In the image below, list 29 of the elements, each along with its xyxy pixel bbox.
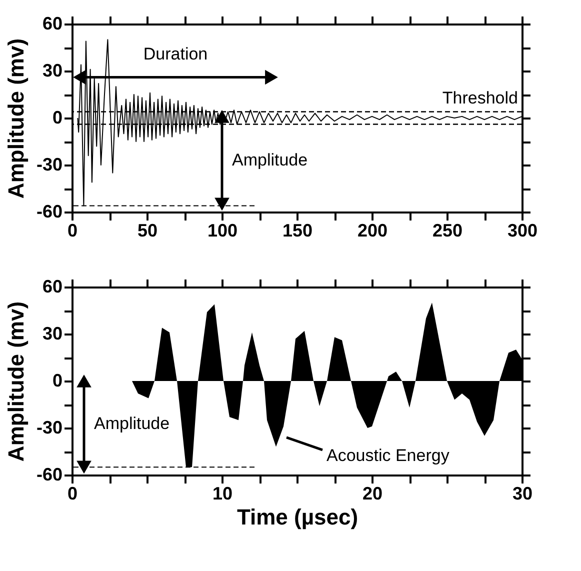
x-tick-label: 0 [67,220,78,240]
y-axis-title: Amplitude (mv) [3,38,28,199]
y-axis-title: Amplitude (mv) [3,301,28,462]
annotation: Amplitude [232,150,308,170]
x-tick-label: 250 [432,220,463,240]
y-tick-label: 0 [52,370,62,390]
annotation: Amplitude [94,414,170,434]
y-tick-label: 60 [42,276,62,296]
x-tick-label: 20 [362,484,383,504]
x-tick-label: 10 [212,484,233,504]
y-tick-label: 30 [42,60,62,80]
y-tick-label: 30 [42,324,62,344]
annotation: Acoustic Energy [326,446,450,465]
y-tick-label: 60 [42,14,62,34]
y-tick-label: -30 [36,418,62,438]
x-tick-label: 150 [282,220,313,240]
y-tick-label: -30 [36,154,62,174]
ref-line-label: Threshold [442,88,518,108]
x-axis-title: Time (µsec) [236,504,358,530]
annotation: Duration [143,44,208,64]
y-tick-label: -60 [36,464,62,484]
y-tick-label: -60 [36,202,62,222]
x-tick-label: 300 [507,220,538,240]
x-tick-label: 100 [207,220,238,240]
x-tick-label: 30 [512,484,533,504]
x-tick-label: 50 [137,220,158,240]
x-tick-label: 0 [67,484,78,504]
y-tick-label: 0 [52,108,62,128]
x-tick-label: 200 [357,220,388,240]
